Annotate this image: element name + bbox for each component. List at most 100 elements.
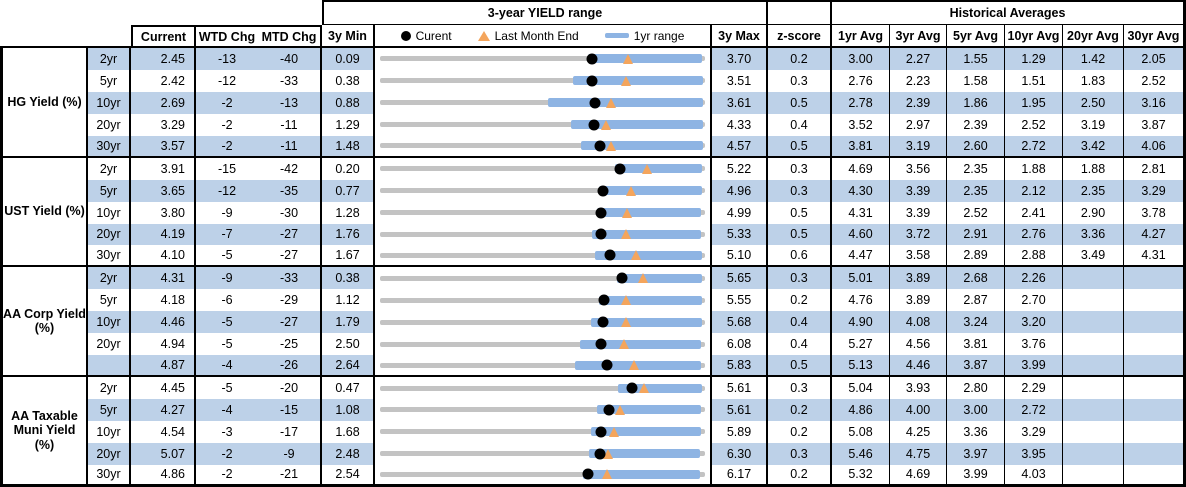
current-column-header: Current (131, 25, 196, 48)
wtd-chg-cell: -4 (196, 355, 258, 378)
bullet-plot (375, 179, 710, 202)
avg-cell: 3.99 (947, 464, 1005, 487)
avg-cell: 4.25 (890, 420, 947, 443)
max-3y-cell: 6.08 (712, 333, 768, 356)
current-value-cell: 4.86 (131, 464, 196, 487)
avg-cell: 3.42 (1063, 135, 1124, 158)
wtd-chg-cell: -9 (196, 201, 258, 224)
current-dot-marker (595, 228, 607, 240)
yield-range-chart (375, 355, 712, 378)
avg-cell: 3.36 (1063, 223, 1124, 246)
avg-cell: 3.99 (1005, 355, 1063, 378)
z-score-cell: 0.5 (768, 201, 832, 224)
avg-cell: 3.81 (947, 333, 1005, 356)
last-month-triangle-marker (620, 317, 631, 328)
max-3y-cell: 4.99 (712, 201, 768, 224)
max-3y-cell: 5.68 (712, 311, 768, 334)
avg-cell: 4.31 (1124, 245, 1186, 268)
avg-cell: 2.97 (890, 113, 947, 136)
min-3y-cell: 0.20 (322, 157, 375, 180)
range-bar-1yr (583, 469, 700, 479)
mtd-chg-cell: -35 (258, 179, 322, 202)
last-month-triangle-marker (620, 229, 631, 240)
bullet-plot (375, 464, 710, 484)
tenor-cell: 2yr (88, 157, 131, 180)
avg-cell: 2.72 (1005, 399, 1063, 421)
range-bar-1yr (616, 273, 702, 283)
yield-range-chart (375, 464, 712, 487)
mtd-chg-cell: -42 (258, 157, 322, 180)
avg-cell: 4.47 (832, 245, 890, 268)
avg-cell: 2.27 (890, 48, 947, 70)
min-3y-cell: 0.88 (322, 91, 375, 114)
avg-cell: 4.27 (1124, 223, 1186, 246)
max-3y-cell: 5.22 (712, 157, 768, 180)
last-month-triangle-marker (600, 119, 611, 130)
yield-range-chart (375, 245, 712, 268)
avg-cell: 5.13 (832, 355, 890, 378)
group-column-header (0, 25, 88, 48)
avg-cell: 3.52 (832, 113, 890, 136)
current-value-cell: 4.19 (131, 223, 196, 246)
avg-cell: 2.35 (947, 179, 1005, 202)
track-line (380, 231, 705, 237)
avg-cell: 2.35 (947, 157, 1005, 180)
track-line (380, 407, 705, 413)
avg-cell: 3.76 (1005, 333, 1063, 356)
tenor-cell: 10yr (88, 311, 131, 334)
mtd-chg-cell: -30 (258, 201, 322, 224)
last-month-triangle-marker (605, 97, 616, 108)
z-score-cell: 0.2 (768, 48, 832, 70)
avg-cell: 3.89 (890, 289, 947, 312)
avg-cell (1063, 355, 1124, 378)
z-score-header-spacer (768, 0, 832, 25)
group-label-cell: HG Yield (%) (0, 48, 88, 158)
last-month-triangle-marker (637, 273, 648, 284)
range-bar-1yr (595, 250, 703, 260)
min-3y-cell: 0.38 (322, 69, 375, 92)
avg-cell: 2.87 (947, 289, 1005, 312)
bullet-plot (375, 91, 710, 114)
avg-cell: 4.56 (890, 333, 947, 356)
avg-cell (1124, 311, 1186, 334)
track-line (380, 210, 705, 216)
track-line (380, 78, 705, 84)
current-value-cell: 3.65 (131, 179, 196, 202)
avg-cell: 2.78 (832, 91, 890, 114)
last-month-triangle-marker (621, 75, 632, 86)
avg-column-header: 10yr Avg (1005, 25, 1063, 48)
z-score-cell: 0.3 (768, 157, 832, 180)
yield-range-chart (375, 267, 712, 290)
min-3y-cell: 1.79 (322, 311, 375, 334)
tenor-cell: 20yr (88, 442, 131, 465)
wtd-chg-label: WTD Chg (198, 29, 256, 44)
wtd-chg-cell: -2 (196, 91, 258, 114)
avg-cell (1124, 333, 1186, 356)
z-score-cell: 0.2 (768, 464, 832, 487)
current-dot-marker (594, 448, 606, 460)
wtd-chg-cell: -3 (196, 420, 258, 443)
yield-range-chart (375, 91, 712, 114)
max-3y-cell: 5.33 (712, 223, 768, 246)
current-dot-marker (598, 294, 610, 306)
min-3y-cell: 0.77 (322, 179, 375, 202)
avg-cell: 2.23 (890, 69, 947, 92)
last-month-triangle-marker (620, 295, 631, 306)
min-3y-cell: 0.38 (322, 267, 375, 290)
mtd-chg-cell: -17 (258, 420, 322, 443)
max-3y-cell: 4.96 (712, 179, 768, 202)
current-value-cell: 4.87 (131, 355, 196, 378)
avg-cell: 2.70 (1005, 289, 1063, 312)
tenor-cell: 30yr (88, 464, 131, 487)
yield-range-chart (375, 157, 712, 180)
avg-column-header: 5yr Avg (947, 25, 1005, 48)
yield-range-chart (375, 333, 712, 356)
last-month-triangle-marker (625, 185, 636, 196)
yield-range-chart (375, 135, 712, 158)
avg-cell: 2.52 (1005, 113, 1063, 136)
track-line (380, 122, 705, 128)
tenor-cell: 5yr (88, 179, 131, 202)
bullet-plot (375, 377, 710, 399)
header-spacer (0, 0, 322, 25)
avg-column-header: 30yr Avg (1124, 25, 1186, 48)
